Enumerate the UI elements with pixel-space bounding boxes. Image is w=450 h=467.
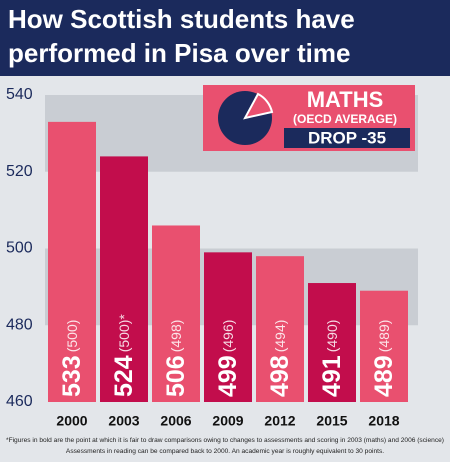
title-band (0, 0, 450, 76)
value: 489 (370, 355, 398, 397)
y-tick-label: 480 (6, 316, 33, 333)
chart-title: How Scottish students have (8, 4, 355, 34)
value-label: 506 (498) (162, 320, 190, 397)
legend-change: DROP -35 (308, 128, 386, 147)
x-tick-label: 2009 (212, 413, 243, 429)
value-label: 491 (490) (318, 320, 346, 397)
value: 498 (266, 355, 294, 397)
oecd-label: (490) (324, 320, 340, 353)
oecd-label: (498) (168, 320, 184, 353)
value: 524 (110, 355, 138, 397)
legend-change-box (284, 128, 410, 148)
x-tick-label: 2006 (160, 413, 191, 429)
chart-title: performed in Pisa over time (8, 38, 350, 68)
value-label: 524 (500)* (110, 314, 138, 397)
value: 491 (318, 355, 346, 397)
value-label: 498 (494) (266, 320, 294, 397)
oecd-label: (494) (272, 320, 288, 353)
x-tick-label: 2018 (368, 413, 399, 429)
bar (256, 256, 304, 402)
oecd-label: (496) (220, 320, 236, 353)
bar (308, 283, 356, 402)
value-label: 489 (489) (370, 320, 398, 397)
y-tick-label: 540 (6, 86, 33, 103)
pie-gap (243, 92, 274, 120)
x-tick-label: 2015 (316, 413, 347, 429)
legend: MATHS (OECD AVERAGE) DROP -35 (203, 85, 415, 151)
legend-subject: MATHS (307, 87, 384, 112)
x-tick-label: 2003 (108, 413, 139, 429)
y-tick-label: 520 (6, 163, 33, 180)
x-tick-label: 2000 (56, 413, 87, 429)
value: 506 (162, 355, 190, 397)
bar (204, 252, 252, 402)
bar (360, 290, 408, 402)
legend-note: (OECD AVERAGE) (293, 112, 397, 126)
value: 533 (58, 355, 86, 397)
value: 499 (214, 355, 242, 397)
oecd-label: (489) (376, 320, 392, 353)
y-tick-label: 500 (6, 240, 33, 257)
bar (48, 121, 96, 403)
y-tick-label: 460 (6, 393, 33, 410)
bar (152, 225, 200, 402)
oecd-label: (500)* (116, 314, 132, 353)
value-label: 533 (500) (58, 320, 86, 397)
value-label: 499 (496) (214, 320, 242, 397)
footnote: Assessments in reading can be compared b… (66, 448, 384, 455)
bar (100, 156, 148, 402)
oecd-label: (500) (64, 320, 80, 353)
footnote: *Figures in bold are the point at which … (6, 437, 444, 444)
x-tick-label: 2012 (264, 413, 295, 429)
